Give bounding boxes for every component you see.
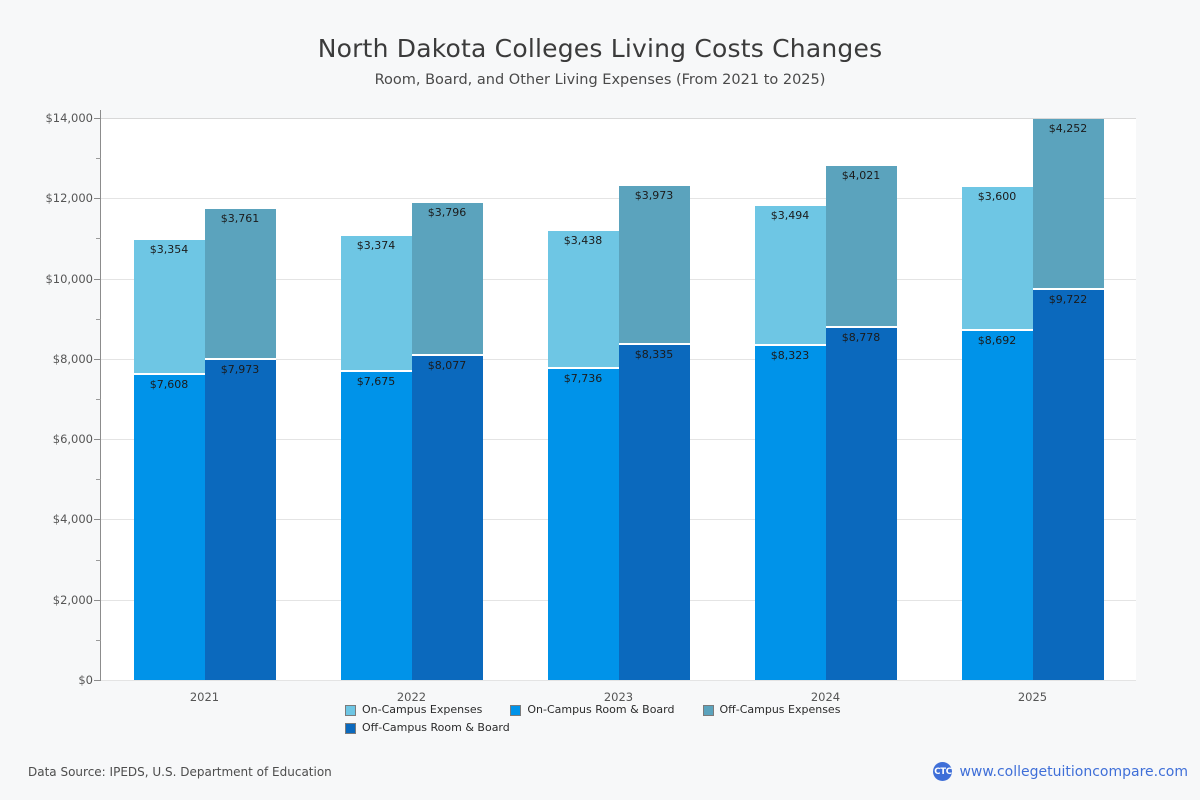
bar-segment-expenses[interactable]: $3,494: [754, 205, 826, 346]
legend-item-on-campus-room-board[interactable]: On-Campus Room & Board: [510, 701, 675, 719]
y-axis-tick-label: $2,000: [52, 592, 93, 607]
bar-value-label: $3,600: [977, 189, 1017, 203]
legend-item-off-campus-room-board[interactable]: Off-Campus Room & Board: [345, 719, 510, 737]
bar-segment-room-board[interactable]: $7,973: [204, 359, 276, 680]
y-tick-major: [94, 198, 101, 200]
legend-row: On-Campus Expenses On-Campus Room & Board…: [345, 701, 865, 719]
page-title: North Dakota Colleges Living Costs Chang…: [317, 34, 883, 63]
bar-segment-expenses[interactable]: $3,374: [340, 236, 412, 372]
x-axis-category-label: 2023: [603, 690, 634, 704]
legend-item-label: On-Campus Expenses: [362, 703, 483, 716]
legend-item-label: Off-Campus Room & Board: [362, 721, 510, 734]
chart-legend: On-Campus Expenses On-Campus Room & Board…: [345, 701, 865, 737]
bar-segment-expenses[interactable]: $3,796: [411, 203, 483, 356]
bar-value-label: $9,722: [1048, 292, 1088, 306]
legend-swatch-icon: [702, 704, 714, 716]
bar-segment-expenses[interactable]: $3,761: [204, 208, 276, 360]
bar-value-label: $7,973: [220, 362, 260, 376]
legend-item-on-campus-expenses[interactable]: On-Campus Expenses: [345, 701, 482, 719]
bar-value-label: $3,796: [427, 206, 467, 220]
bar-value-label: $3,494: [770, 208, 810, 222]
y-axis-tick-label: $6,000: [52, 432, 93, 447]
y-tick-minor: [96, 639, 101, 641]
y-tick-minor: [96, 399, 101, 400]
data-source-note: Data Source: IPEDS, U.S. Department of E…: [28, 765, 332, 779]
bar-value-label: $7,608: [149, 377, 189, 391]
bar-segment-expenses[interactable]: $3,438: [547, 231, 619, 370]
bar-value-label: $8,323: [770, 348, 810, 362]
y-tick-major: [94, 278, 101, 280]
bar-chart-canvas: $0 $2,000 $4,000 $6,000 $8,000 $10,000 $12,000…: [45, 110, 1136, 704]
bar-value-label: $3,973: [634, 188, 674, 202]
bar-value-label: $8,077: [427, 358, 467, 372]
bar-value-label: $3,761: [220, 211, 260, 225]
bar-segment-room-board[interactable]: $7,608: [133, 374, 205, 680]
y-axis-tick-label: $14,000: [45, 111, 93, 125]
y-axis-tick-label: $0: [78, 673, 93, 687]
bar-value-label: $7,736: [563, 372, 603, 386]
bar-segment-expenses[interactable]: $3,973: [618, 185, 690, 346]
page-subtitle: Room, Board, and Other Living Expenses (…: [374, 72, 826, 88]
bar-value-label: $8,335: [634, 348, 674, 362]
bar-value-label: $4,252: [1048, 122, 1088, 136]
site-url-link[interactable]: www.collegetuitioncompare.com: [959, 763, 1188, 780]
legend-item-label: On-Campus Room & Board: [527, 703, 675, 716]
bar-segment-room-board[interactable]: $8,692: [961, 331, 1033, 680]
x-axis-category-label: 2025: [1017, 690, 1048, 704]
x-axis-category-label: 2024: [810, 690, 841, 704]
y-tick-minor: [96, 479, 101, 481]
y-tick-major: [94, 680, 101, 681]
bar-segment-expenses[interactable]: $3,600: [961, 186, 1033, 332]
bar-value-label: $7,675: [356, 374, 396, 388]
bar-segment-room-board[interactable]: $9,722: [1032, 289, 1104, 680]
y-tick-minor: [96, 238, 101, 240]
chart-plot-area: $0 $2,000 $4,000 $6,000 $8,000 $10,000 $12,000…: [45, 110, 1136, 704]
gridline-0: [101, 680, 1136, 681]
gridline-14000: [101, 118, 1136, 119]
x-axis-category-label: 2022: [396, 690, 427, 704]
bar-value-label: $8,692: [977, 334, 1017, 348]
y-tick-major: [94, 599, 101, 601]
legend-swatch-icon: [345, 722, 356, 734]
bar-segment-room-board[interactable]: $8,335: [618, 345, 690, 680]
bar-segment-expenses[interactable]: $4,252: [1032, 119, 1104, 290]
y-tick-major: [94, 519, 101, 521]
bar-segment-room-board[interactable]: $8,323: [754, 345, 826, 680]
x-axis-category-label: 2021: [189, 690, 220, 704]
y-axis-tick-label: $12,000: [45, 191, 93, 206]
legend-swatch-icon: [345, 704, 356, 716]
bar-value-label: $3,374: [356, 239, 396, 253]
y-tick-major: [94, 118, 101, 119]
bar-segment-room-board[interactable]: $8,778: [825, 327, 897, 680]
bar-value-label: $3,354: [149, 242, 189, 256]
y-tick-minor: [96, 158, 101, 160]
bar-segment-room-board[interactable]: $7,675: [340, 371, 412, 680]
y-axis-line: [100, 110, 101, 680]
y-axis-tick-label: $8,000: [52, 351, 93, 366]
legend-row: Off-Campus Room & Board: [345, 719, 865, 737]
legend-swatch-icon: [510, 704, 522, 716]
bar-segment-room-board[interactable]: $7,736: [547, 369, 619, 680]
bar-segment-room-board[interactable]: $8,077: [411, 355, 483, 680]
legend-item-off-campus-expenses[interactable]: Off-Campus Expenses: [702, 701, 841, 719]
y-axis-tick-label: $4,000: [52, 512, 93, 527]
chart-header: North Dakota Colleges Living Costs Chang…: [0, 0, 1200, 88]
bar-segment-expenses[interactable]: $3,354: [133, 239, 205, 375]
bar-segment-expenses[interactable]: $4,021: [825, 166, 897, 328]
bar-value-label: $4,021: [841, 169, 881, 183]
ctc-logo-icon: CTC: [933, 762, 953, 781]
y-tick-minor: [96, 559, 101, 561]
bar-value-label: $3,438: [563, 234, 603, 248]
site-attribution[interactable]: CTC www.collegetuitioncompare.com: [933, 762, 1188, 781]
y-tick-minor: [96, 318, 101, 320]
bar-value-label: $8,778: [841, 330, 881, 344]
legend-item-label: Off-Campus Expenses: [719, 703, 841, 716]
y-tick-major: [94, 439, 101, 441]
y-tick-major: [94, 358, 101, 360]
y-axis-tick-label: $10,000: [45, 271, 93, 286]
